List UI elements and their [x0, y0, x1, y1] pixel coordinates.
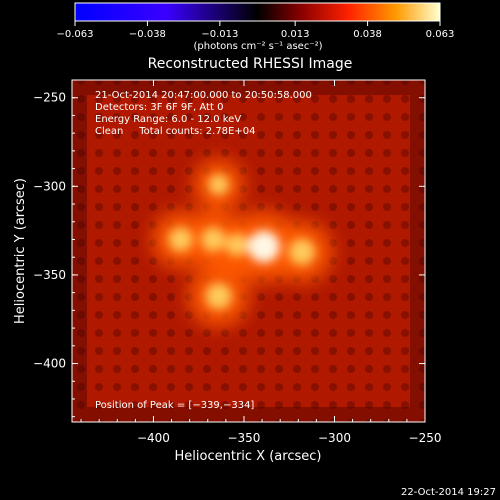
plot-frame: [71, 79, 426, 423]
colorbar-tick-label: 0.063: [426, 29, 455, 40]
heat-source-core: [247, 230, 280, 263]
annotation-detectors: Detectors: 3F 6F 9F, Att 0: [95, 102, 223, 113]
x-tick-label: −400: [137, 431, 170, 445]
y-tick-label: −400: [33, 357, 66, 371]
y-axis-label: Heliocentric Y (arcsec): [13, 178, 28, 324]
footer-timestamp: 22-Oct-2014 19:27: [401, 487, 496, 498]
peak-position-label: Position of Peak = [−339,−334]: [95, 400, 254, 411]
heat-source-core: [168, 227, 193, 252]
colorbar-tick-label: −0.013: [201, 29, 238, 40]
annotation-clean: Clean Total counts: 2.78E+04: [95, 126, 255, 137]
chart-title: Reconstructed RHESSI Image: [148, 56, 353, 72]
y-axis: −250 −300 −350 −400: [33, 79, 425, 418]
heat-source-core: [201, 227, 226, 252]
annotation-energy: Energy Range: 6.0 - 12.0 keV: [95, 114, 241, 125]
colorbar-unit-label: (photons cm⁻² s⁻¹ asec⁻²): [193, 41, 322, 52]
colorbar-tick-label: 0.038: [353, 29, 382, 40]
heat-source-core: [288, 238, 316, 266]
x-axis: −400 −350 −300 −250: [80, 80, 442, 445]
colorbar-tick-label: −0.038: [129, 29, 166, 40]
colorbar-tick-label: 0.013: [281, 29, 310, 40]
heatmap-image: [72, 80, 425, 422]
y-tick-label: −350: [33, 268, 66, 282]
heat-source-core: [225, 233, 248, 257]
y-tick-label: −300: [33, 179, 66, 193]
x-tick-label: −250: [409, 431, 442, 445]
colorbar-ticks: −0.063 −0.038 −0.013 0.013 0.038 0.063: [56, 21, 454, 40]
x-axis-label: Heliocentric X (arcsec): [175, 449, 322, 464]
colorbar-tick-label: −0.063: [56, 29, 93, 40]
y-tick-label: −250: [33, 91, 66, 105]
heat-source-core: [205, 282, 232, 310]
annotation-time: 21-Oct-2014 20:47:00.000 to 20:50:58.000: [95, 90, 312, 101]
x-tick-label: −350: [227, 431, 260, 445]
colorbar: [74, 2, 441, 22]
heat-source-core: [208, 174, 230, 195]
x-tick-label: −300: [318, 431, 351, 445]
